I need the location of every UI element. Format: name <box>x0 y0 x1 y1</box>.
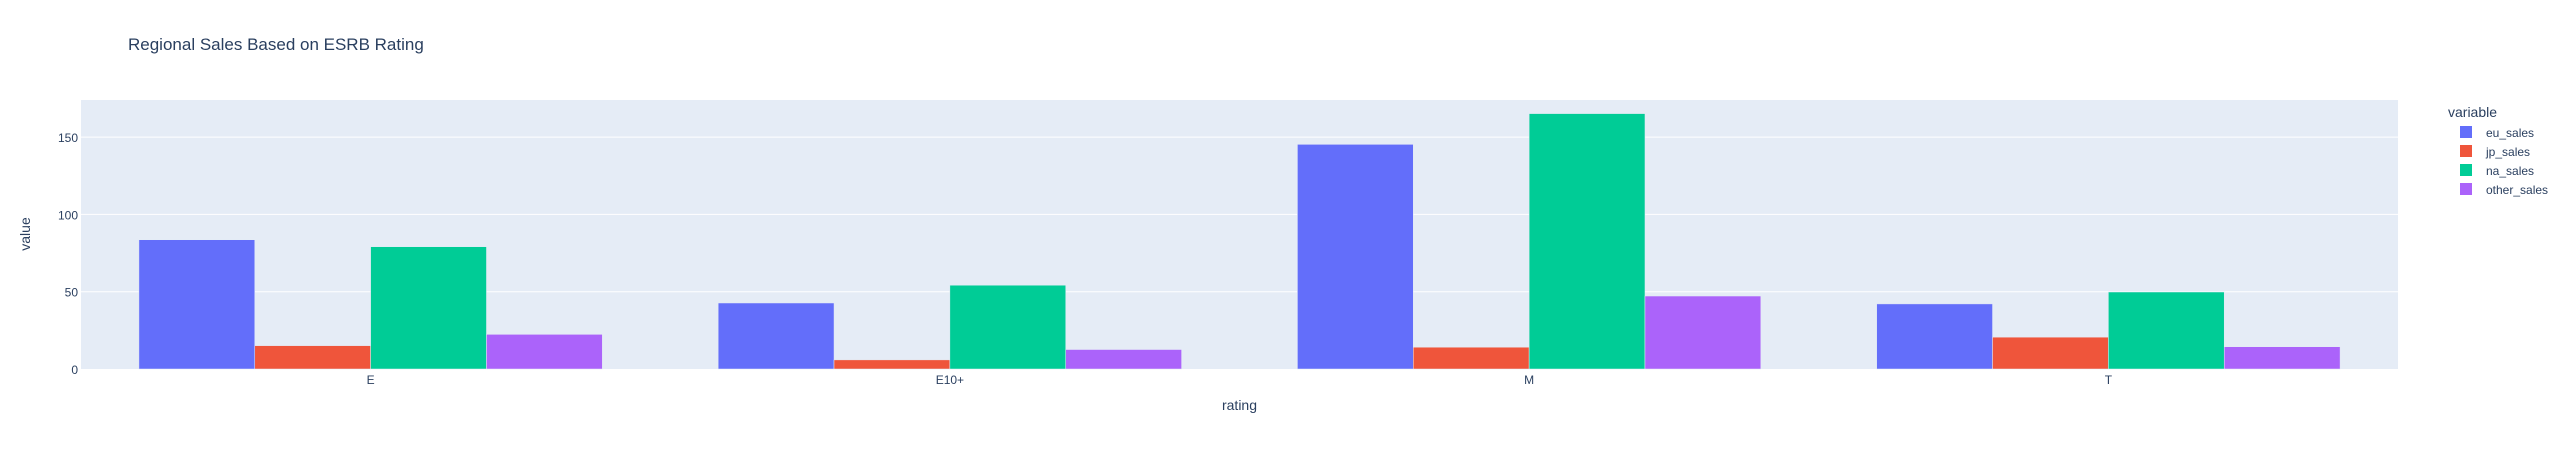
legend-swatch-other_sales[interactable] <box>2460 183 2472 195</box>
bar-na_sales-M <box>1528 113 1646 370</box>
y-tick-label: 150 <box>58 131 78 145</box>
x-tick-label: M <box>1524 373 1534 387</box>
bar-jp_sales-T <box>1992 336 2109 370</box>
y-axis-title: value <box>17 217 33 251</box>
x-tick-label: E10+ <box>936 373 964 387</box>
legend-label-eu_sales[interactable]: eu_sales <box>2486 126 2534 140</box>
y-tick-label: 100 <box>58 208 78 222</box>
x-tick-label: E <box>367 373 375 387</box>
bar-other_sales-T <box>2223 346 2341 370</box>
x-axis-ticks: E E10+ M T <box>367 373 2113 387</box>
y-tick-label: 0 <box>71 363 78 377</box>
x-axis-title: rating <box>1222 397 1257 413</box>
legend-label-other_sales[interactable]: other_sales <box>2486 183 2548 197</box>
y-axis-ticks: 0 50 100 150 <box>58 131 78 377</box>
legend-label-jp_sales[interactable]: jp_sales <box>2485 145 2530 159</box>
bar-eu_sales-M <box>1297 144 1414 370</box>
bar-eu_sales-E10+ <box>717 302 835 370</box>
bar-other_sales-E <box>486 334 603 370</box>
bar-jp_sales-E10+ <box>833 359 951 370</box>
x-tick-label: T <box>2105 373 2113 387</box>
legend-swatch-eu_sales[interactable] <box>2460 126 2472 138</box>
bar-na_sales-T <box>2108 291 2225 370</box>
legend: variable eu_sales jp_sales na_sales other_s… <box>2448 104 2548 197</box>
bar-eu_sales-E <box>138 239 256 370</box>
bar-na_sales-E <box>370 246 487 370</box>
y-tick-label: 50 <box>65 286 79 300</box>
legend-items: eu_sales jp_sales na_sales other_sales <box>2460 126 2548 197</box>
bar-other_sales-E10+ <box>1065 349 1182 370</box>
bar-jp_sales-E <box>254 345 371 370</box>
bar-eu_sales-T <box>1876 303 1993 370</box>
legend-swatch-jp_sales[interactable] <box>2460 145 2472 157</box>
bars <box>138 113 2341 370</box>
legend-title: variable <box>2448 104 2497 120</box>
bar-na_sales-E10+ <box>949 284 1066 370</box>
legend-label-na_sales[interactable]: na_sales <box>2486 164 2534 178</box>
chart-title: Regional Sales Based on ESRB Rating <box>128 35 424 54</box>
legend-swatch-na_sales[interactable] <box>2460 164 2472 176</box>
bar-jp_sales-M <box>1413 346 1530 370</box>
bar-other_sales-M <box>1644 295 1762 370</box>
